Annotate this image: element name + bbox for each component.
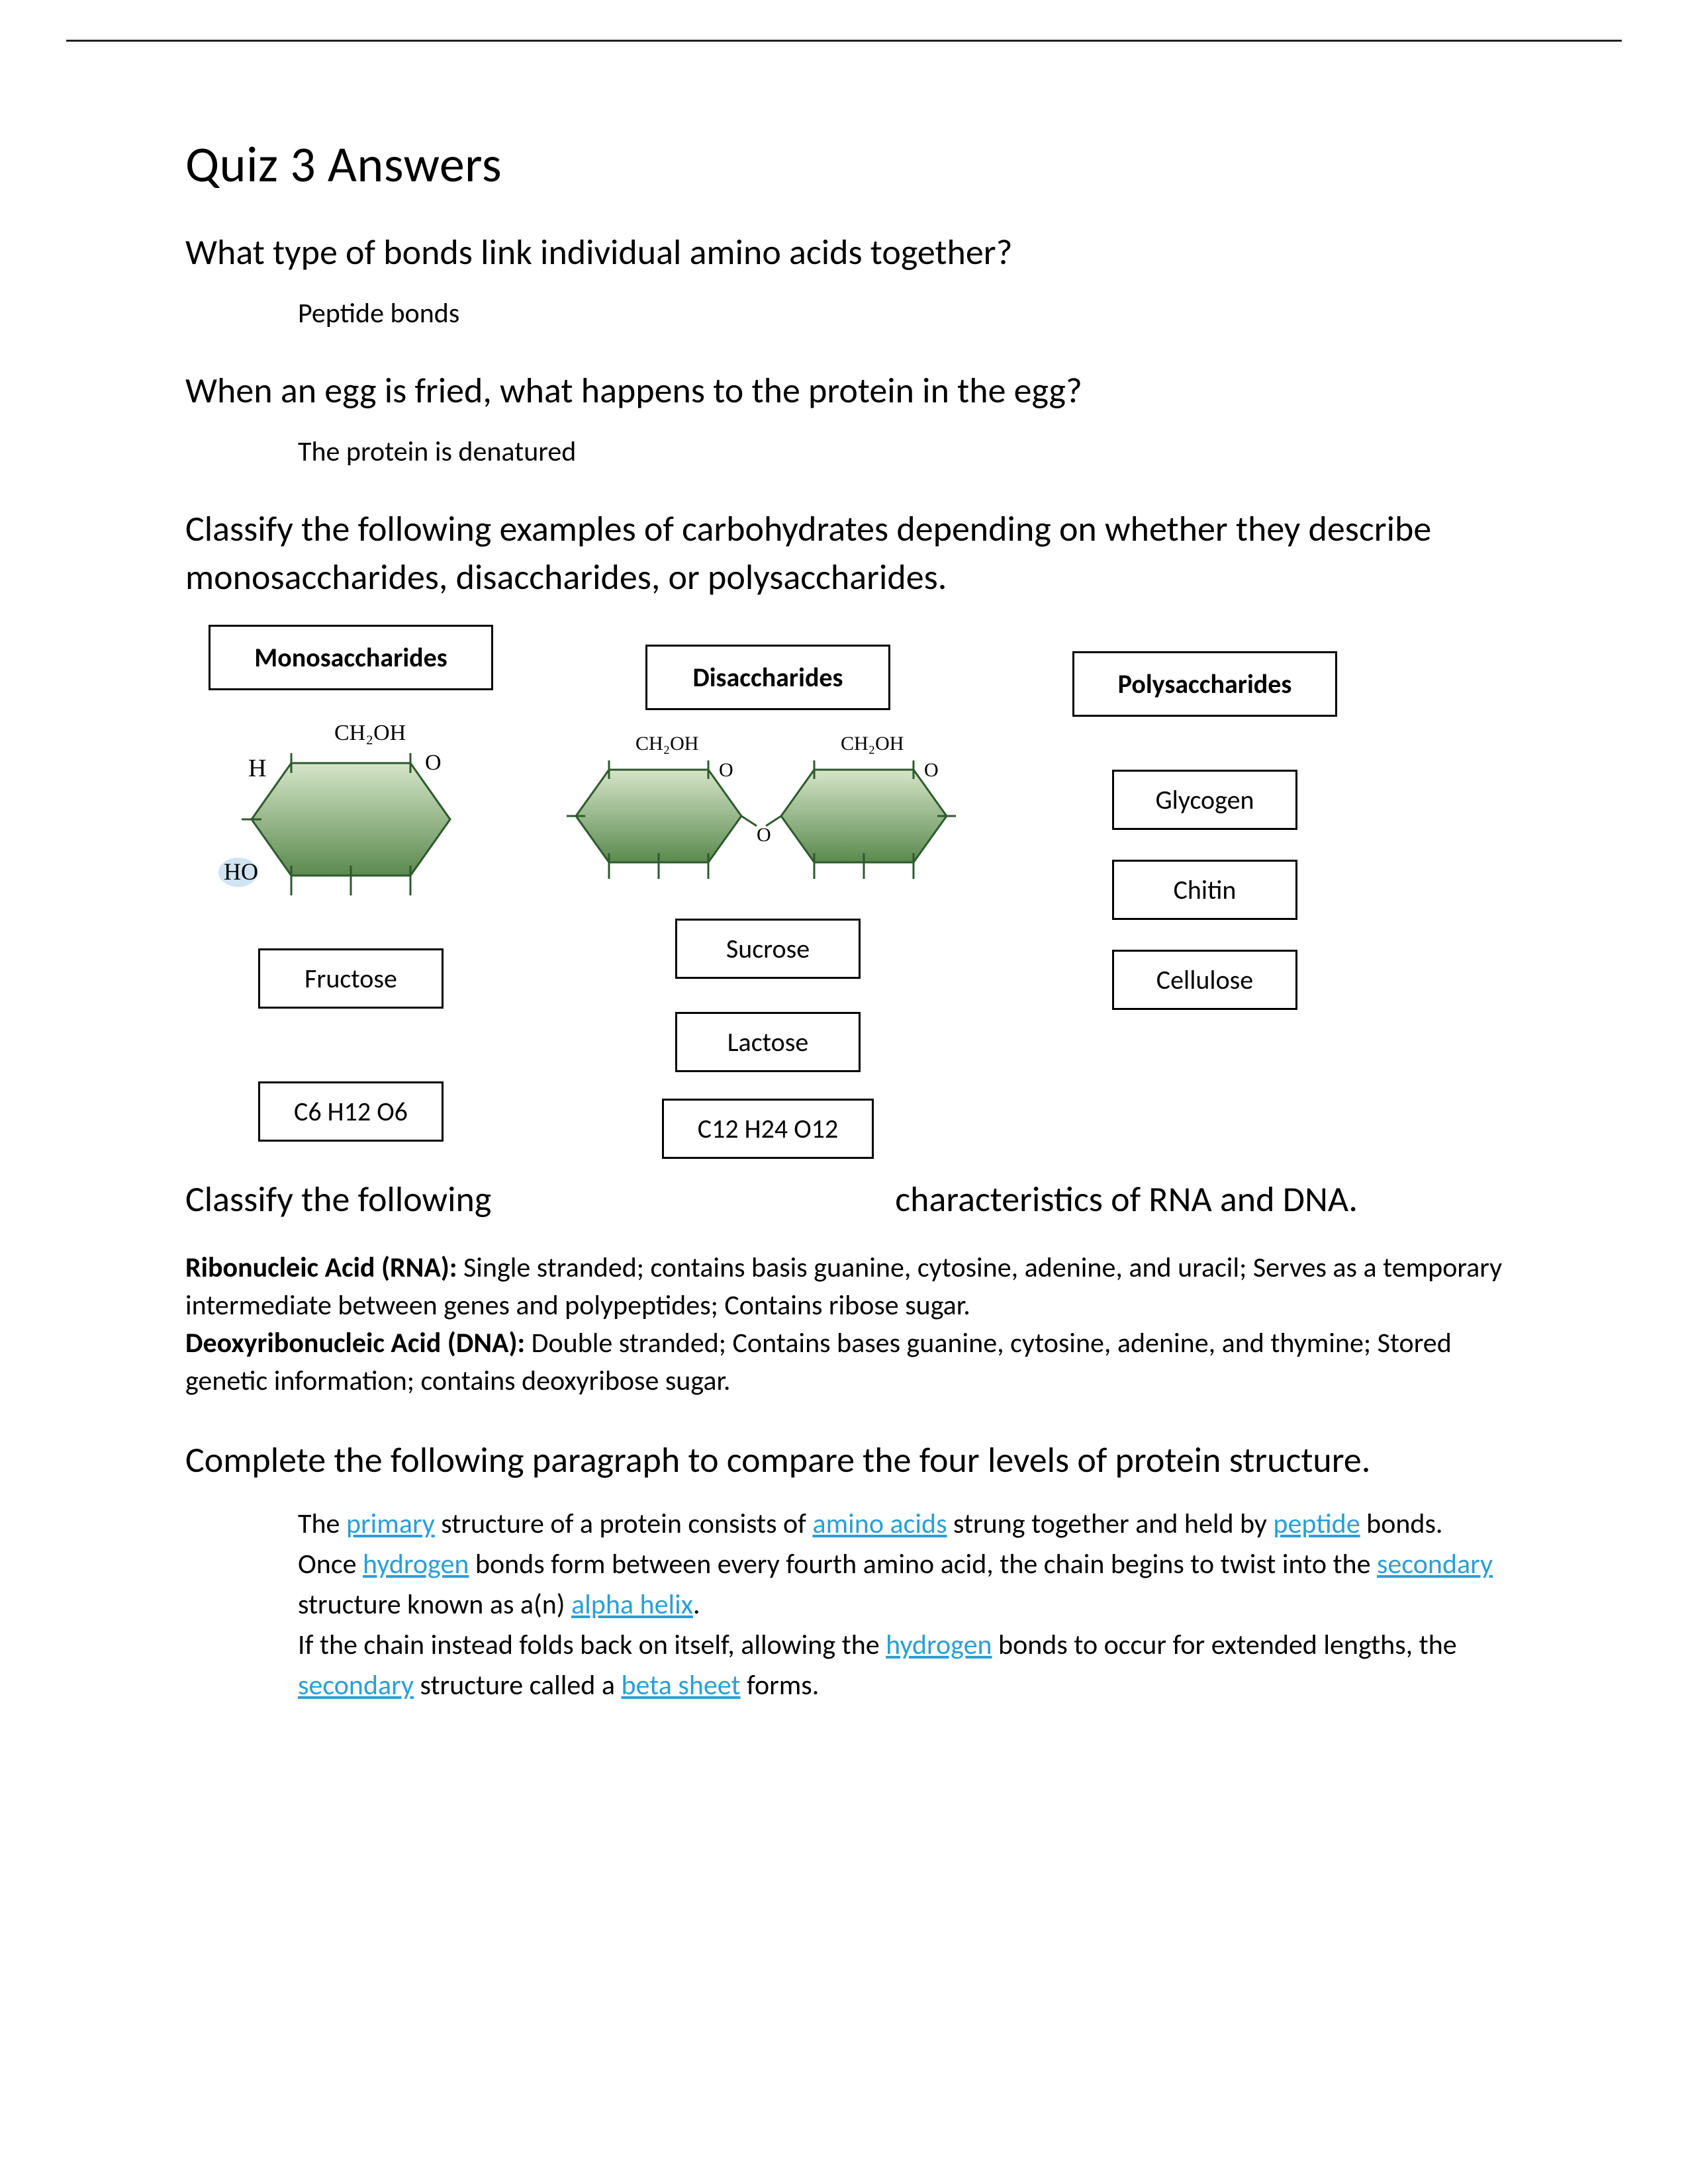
q2-answer: The protein is denatured	[298, 435, 1503, 469]
mono-header: Monosaccharides	[209, 625, 493, 690]
text: structure known as a(n)	[298, 1588, 571, 1621]
page: Quiz 3 Answers What type of bonds link i…	[0, 0, 1688, 2184]
diagram-columns: Monosaccharides	[185, 625, 1503, 1159]
poly-column: Polysaccharides Glycogen Chitin Cellulos…	[1046, 625, 1364, 1010]
q5-paragraph: The primary structure of a protein consi…	[298, 1504, 1503, 1706]
mono-column: Monosaccharides	[185, 625, 516, 1142]
di-item: C12 H24 O12	[662, 1099, 874, 1159]
carb-diagram: Monosaccharides	[185, 625, 1503, 1159]
mono-item: Fructose	[258, 948, 444, 1009]
top-rule	[66, 40, 1622, 42]
q5-question: Complete the following paragraph to comp…	[185, 1436, 1503, 1484]
fill-link[interactable]: alpha helix	[571, 1588, 693, 1621]
text: The	[298, 1507, 346, 1541]
text: forms.	[741, 1668, 820, 1702]
fill-link[interactable]: amino acids	[812, 1507, 947, 1541]
fill-link[interactable]: hydrogen	[363, 1547, 469, 1581]
text: .	[693, 1588, 700, 1621]
q4-left: Classify the following	[185, 1175, 491, 1224]
svg-text:CH₂OH: CH₂OH	[635, 733, 698, 754]
fill-link[interactable]: secondary	[1377, 1547, 1493, 1581]
q3-question: Classify the following examples of carbo…	[185, 505, 1503, 602]
dna-label: Deoxyribonucleic Acid (DNA):	[185, 1326, 525, 1360]
poly-item: Chitin	[1112, 860, 1297, 920]
di-hexagon-icon: CH₂OH O CH₂OH O	[563, 723, 973, 895]
svg-text:CH₂OH: CH₂OH	[841, 733, 904, 754]
text: bonds to occur for extended lengths, the	[992, 1628, 1457, 1662]
di-column: Disaccharides	[563, 625, 973, 1159]
text: Once	[298, 1547, 363, 1581]
svg-text:O: O	[757, 824, 771, 846]
q4-right: characteristics of RNA and DNA.	[895, 1177, 1358, 1221]
q1-question: What type of bonds link individual amino…	[185, 228, 1503, 277]
text: bonds form between every fourth amino ac…	[469, 1547, 1377, 1581]
di-item: Lactose	[675, 1012, 861, 1072]
q2-question: When an egg is fried, what happens to th…	[185, 367, 1503, 415]
di-item: Sucrose	[675, 919, 861, 979]
text: structure of a protein consists of	[435, 1507, 813, 1541]
fill-link[interactable]: peptide	[1273, 1507, 1360, 1541]
content: Quiz 3 Answers What type of bonds link i…	[185, 134, 1503, 1706]
fill-link[interactable]: hydrogen	[886, 1628, 992, 1662]
text: strung together and held by	[947, 1507, 1274, 1541]
mono-hexagon-icon: CH₂OH O H HO	[212, 704, 490, 915]
q4-question: Classify the following characteristics of…	[185, 1175, 1503, 1224]
q4-description: Ribonucleic Acid (RNA): Single stranded;…	[185, 1250, 1503, 1400]
chem-label-ho: HO	[224, 858, 258, 885]
fill-link[interactable]: beta sheet	[621, 1668, 740, 1702]
chem-label-h: H	[248, 754, 266, 782]
chem-label: CH₂OH	[334, 721, 406, 745]
di-header: Disaccharides	[645, 645, 890, 710]
text: bonds.	[1360, 1507, 1443, 1541]
fill-link[interactable]: primary	[346, 1507, 435, 1541]
rna-label: Ribonucleic Acid (RNA):	[185, 1251, 457, 1285]
poly-header: Polysaccharides	[1072, 651, 1337, 717]
poly-item: Glycogen	[1112, 770, 1297, 830]
q1-answer: Peptide bonds	[298, 296, 1503, 330]
svg-text:O: O	[719, 759, 733, 781]
text: If the chain instead folds back on itsel…	[298, 1628, 886, 1662]
fill-link[interactable]: secondary	[298, 1668, 414, 1702]
poly-item: Cellulose	[1112, 950, 1297, 1010]
mono-item: C6 H12 O6	[258, 1081, 444, 1142]
svg-text:O: O	[924, 759, 939, 781]
chem-label-o: O	[425, 751, 442, 775]
page-title: Quiz 3 Answers	[185, 134, 1503, 195]
text: structure called a	[414, 1668, 621, 1702]
